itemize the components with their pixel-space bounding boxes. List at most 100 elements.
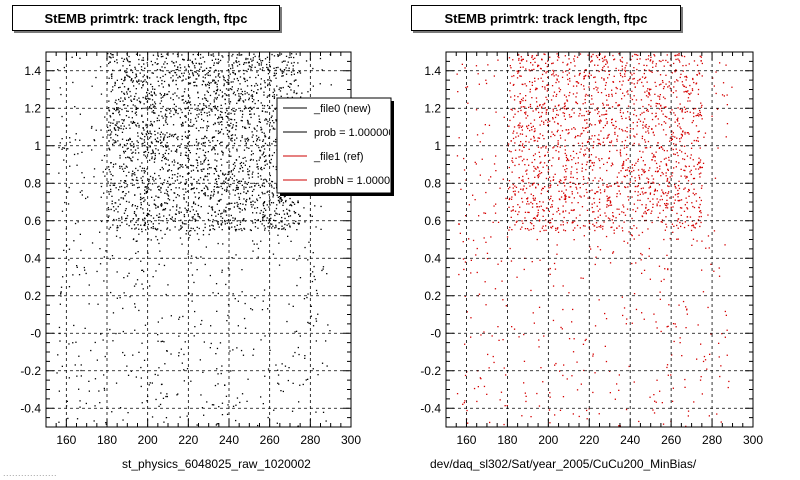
data-point bbox=[132, 170, 134, 172]
data-point bbox=[662, 148, 664, 150]
data-point bbox=[107, 216, 109, 218]
data-point bbox=[275, 168, 277, 171]
data-point bbox=[681, 81, 683, 83]
data-point bbox=[519, 93, 521, 95]
data-point bbox=[164, 94, 166, 96]
data-point bbox=[143, 197, 145, 199]
data-point bbox=[142, 84, 144, 86]
data-point bbox=[221, 124, 223, 126]
data-point bbox=[502, 299, 504, 301]
data-point bbox=[297, 222, 299, 224]
data-point bbox=[687, 410, 690, 412]
data-point bbox=[134, 306, 136, 308]
data-point bbox=[283, 213, 286, 215]
data-point bbox=[185, 201, 188, 203]
data-point bbox=[458, 137, 460, 139]
data-point bbox=[87, 196, 89, 198]
data-point bbox=[548, 409, 551, 411]
data-point bbox=[716, 413, 718, 415]
data-point bbox=[595, 222, 598, 224]
data-point bbox=[248, 147, 250, 149]
data-point bbox=[556, 109, 558, 111]
data-point bbox=[103, 374, 105, 376]
data-point bbox=[528, 182, 530, 184]
data-point bbox=[254, 297, 256, 299]
data-point bbox=[677, 80, 679, 82]
data-point bbox=[69, 141, 71, 143]
data-point bbox=[161, 166, 163, 169]
data-point bbox=[195, 71, 197, 73]
data-point bbox=[202, 371, 204, 373]
data-point bbox=[524, 211, 527, 213]
data-point bbox=[571, 221, 574, 223]
data-point bbox=[538, 405, 541, 407]
data-point bbox=[719, 62, 721, 64]
data-point bbox=[155, 94, 157, 96]
data-point bbox=[141, 230, 143, 233]
data-point bbox=[124, 180, 126, 182]
data-point bbox=[604, 189, 606, 191]
x-tick-label: 160 bbox=[56, 433, 76, 447]
data-point bbox=[528, 69, 530, 71]
data-point bbox=[697, 113, 699, 115]
data-point bbox=[132, 71, 134, 74]
data-point bbox=[211, 206, 214, 208]
data-point bbox=[111, 255, 114, 257]
data-point bbox=[557, 207, 559, 209]
data-point bbox=[259, 175, 262, 177]
data-point bbox=[520, 109, 522, 112]
data-point bbox=[231, 177, 233, 180]
data-point bbox=[692, 120, 694, 122]
data-point bbox=[282, 86, 284, 89]
data-point bbox=[684, 386, 686, 388]
data-point bbox=[241, 291, 243, 293]
data-point bbox=[198, 70, 200, 72]
data-point bbox=[196, 159, 198, 162]
data-point bbox=[550, 206, 552, 208]
data-point bbox=[93, 168, 96, 170]
data-point bbox=[204, 226, 206, 229]
data-point bbox=[597, 138, 599, 140]
data-point bbox=[568, 114, 571, 116]
data-point bbox=[548, 210, 550, 212]
data-point bbox=[252, 59, 254, 61]
data-point bbox=[205, 106, 208, 108]
data-point bbox=[567, 133, 569, 135]
data-point bbox=[251, 176, 254, 178]
data-point bbox=[511, 326, 513, 328]
data-point bbox=[251, 101, 254, 103]
data-point bbox=[204, 97, 206, 99]
data-point bbox=[557, 143, 559, 146]
data-point bbox=[576, 81, 578, 83]
data-point bbox=[514, 113, 516, 115]
data-point bbox=[552, 179, 554, 181]
data-point bbox=[144, 192, 146, 195]
data-point bbox=[210, 342, 212, 345]
data-point bbox=[154, 130, 156, 132]
data-point bbox=[184, 188, 187, 190]
data-point bbox=[142, 175, 144, 178]
data-point bbox=[513, 126, 516, 128]
data-point bbox=[541, 86, 544, 88]
data-point bbox=[693, 226, 695, 228]
data-point bbox=[641, 191, 644, 193]
data-point bbox=[223, 83, 225, 85]
data-point bbox=[599, 53, 601, 55]
data-point bbox=[124, 354, 126, 356]
data-point bbox=[700, 215, 702, 218]
data-point bbox=[152, 226, 154, 228]
data-point bbox=[605, 235, 608, 238]
data-point bbox=[282, 228, 284, 230]
data-point bbox=[231, 202, 233, 204]
data-point bbox=[145, 107, 147, 109]
data-point bbox=[480, 334, 482, 336]
data-point bbox=[126, 91, 128, 93]
data-point bbox=[293, 73, 295, 75]
data-point bbox=[169, 218, 172, 220]
data-point bbox=[209, 198, 211, 200]
data-point bbox=[254, 201, 256, 203]
data-point bbox=[558, 158, 560, 160]
data-point bbox=[189, 152, 191, 154]
data-point bbox=[684, 111, 686, 113]
data-point bbox=[647, 130, 649, 132]
